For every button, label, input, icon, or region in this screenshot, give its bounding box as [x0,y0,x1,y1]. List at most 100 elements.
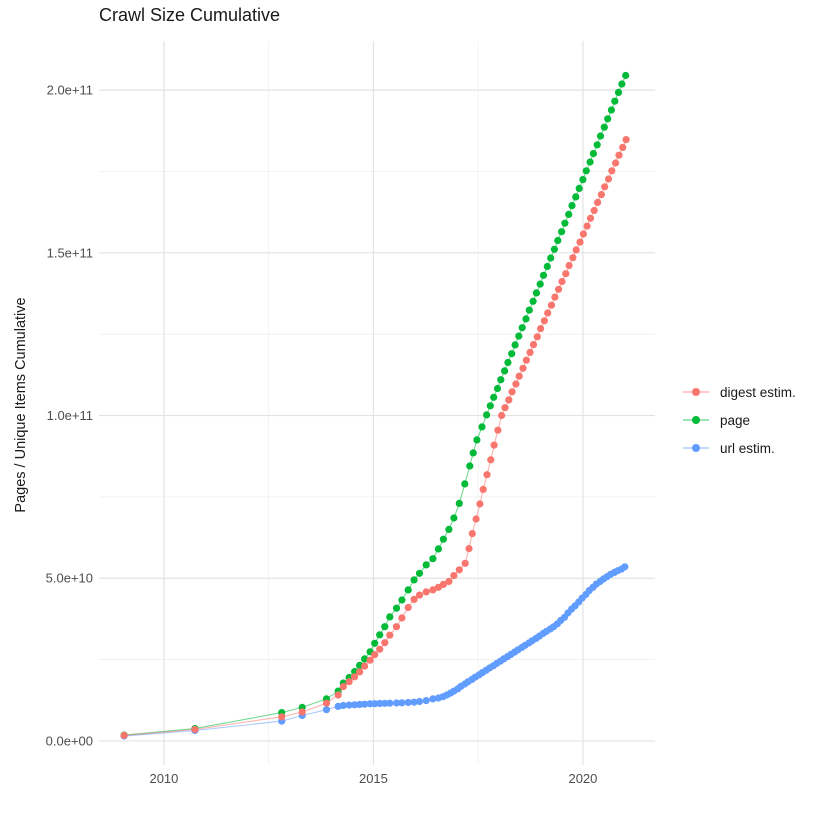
y-tick-label: 1.0e+11 [47,408,93,423]
x-tick-label: 2020 [568,771,597,786]
data-point-digest-estim [298,708,306,716]
data-point-page [550,245,559,253]
legend-label: page [720,412,751,428]
data-point-url-estim [410,698,418,706]
data-point-digest-estim [576,238,584,246]
x-tick-label: 2010 [149,771,178,786]
data-point-url-estim [322,706,331,714]
legend-key-icon [683,416,709,424]
data-point-digest-estim [465,545,473,553]
data-point-page [392,604,401,612]
data-point-page [525,306,533,314]
data-point-url-estim [392,699,401,707]
data-point-digest-estim [468,530,476,538]
data-point-page [515,332,523,340]
data-point-page [445,525,453,534]
legend-item-url-estim: url estim. [681,434,796,462]
data-point-page [473,436,481,444]
data-point-digest-estim [597,191,606,199]
data-point-page [422,561,430,569]
data-point-digest-estim [540,317,549,325]
data-point-page [386,613,394,621]
data-point-digest-estim [410,595,418,604]
data-point-digest-estim [366,656,374,664]
data-point-digest-estim [522,356,531,364]
data-point-page [539,271,548,279]
data-point-page [579,176,587,184]
data-point-digest-estim [586,214,595,222]
data-point-digest-estim [191,725,199,734]
legend-item-digest-estim: digest estim. [681,378,796,406]
data-point-digest-estim [351,673,359,681]
data-point-page [518,324,526,332]
data-point-digest-estim [376,645,384,653]
data-point-page [600,123,608,131]
legend-key-dot [692,416,700,424]
data-point-page [381,623,389,631]
data-point-digest-estim [278,713,286,721]
data-point-page [622,71,630,80]
data-point-url-estim [621,563,629,571]
data-point-url-estim [404,698,412,707]
data-point-digest-estim [371,651,379,659]
data-point-page [522,315,530,323]
data-point-digest-estim [334,691,342,699]
data-point-digest-estim [472,515,480,523]
data-point-page [529,297,537,305]
data-point-page [618,80,626,88]
data-point-page [554,236,562,245]
data-point-digest-estim [439,580,447,589]
data-point-page [604,115,612,123]
data-point-page [486,402,494,410]
data-point-digest-estim [594,198,602,206]
data-point-page [536,280,544,288]
data-point-page [586,158,594,166]
data-point-page [466,462,474,470]
data-point-page [511,341,519,349]
data-point-digest-estim [422,588,430,596]
data-point-digest-estim [490,441,498,449]
data-point-digest-estim [537,325,545,333]
data-point-page [415,569,424,577]
data-point-digest-estim [590,206,598,215]
data-point-digest-estim [322,699,331,707]
data-point-page [508,350,516,358]
data-point-page [404,586,412,594]
y-tick-label: 2.0e+11 [47,83,93,98]
data-point-page [461,480,469,488]
chart-title: Crawl Size Cumulative [99,5,281,25]
data-point-digest-estim [494,426,502,434]
data-point-digest-estim [479,485,487,493]
data-point-page [434,545,442,553]
data-point-digest-estim [608,167,616,175]
data-point-page [398,596,406,604]
data-point-url-estim [345,701,353,709]
legend: digest estim. page url estim. [681,378,796,462]
series-line-page [124,75,627,736]
data-point-page [547,254,555,262]
data-point-page [575,184,583,192]
y-tick-label: 5.0e+10 [46,571,93,586]
legend-label: digest estim. [720,384,796,400]
data-point-digest-estim [526,348,534,356]
data-point-page [483,411,491,419]
data-point-page [490,393,498,401]
data-point-url-estim [381,699,389,707]
data-point-url-estim [339,701,347,710]
data-point-digest-estim [483,471,491,479]
data-point-url-estim [398,699,406,707]
data-point-page [450,514,458,522]
data-point-digest-estim [120,731,128,740]
data-point-digest-estim [515,372,523,380]
data-point-page [543,262,551,271]
data-point-page [504,358,512,367]
legend-key-dot [692,388,700,396]
data-point-digest-estim [622,136,630,144]
data-point-page [497,376,505,384]
data-point-digest-estim [604,175,613,183]
data-point-digest-estim [508,388,516,396]
data-point-digest-estim [555,285,563,293]
data-point-page [410,576,418,584]
